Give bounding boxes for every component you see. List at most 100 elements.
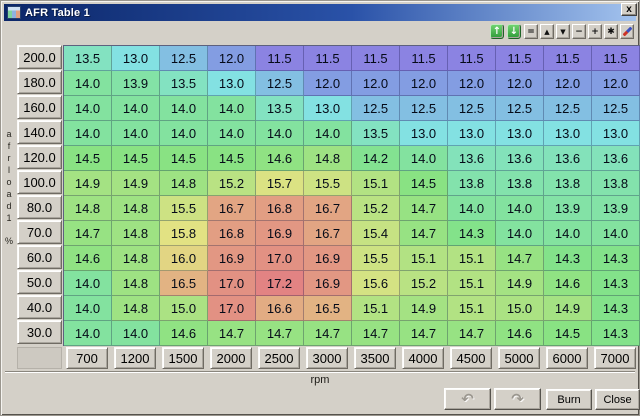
afr-cell[interactable]: 13.6 bbox=[544, 146, 592, 171]
afr-cell[interactable]: 14.6 bbox=[64, 246, 112, 271]
afr-cell[interactable]: 16.5 bbox=[160, 271, 208, 296]
afr-cell[interactable]: 11.5 bbox=[352, 46, 400, 71]
x-axis-button[interactable]: 700 bbox=[66, 347, 108, 369]
afr-cell[interactable]: 13.9 bbox=[592, 196, 640, 221]
afr-cell[interactable]: 15.8 bbox=[160, 221, 208, 246]
afr-cell[interactable]: 15.0 bbox=[160, 296, 208, 321]
x-axis-button[interactable]: 3000 bbox=[306, 347, 348, 369]
multiply-button[interactable]: ✱ bbox=[604, 24, 618, 39]
afr-cell[interactable]: 15.2 bbox=[208, 171, 256, 196]
afr-cell[interactable]: 12.5 bbox=[544, 96, 592, 121]
afr-cell[interactable]: 16.0 bbox=[160, 246, 208, 271]
afr-cell[interactable]: 16.8 bbox=[256, 196, 304, 221]
afr-cell[interactable]: 13.5 bbox=[256, 96, 304, 121]
x-axis-button[interactable]: 2000 bbox=[210, 347, 252, 369]
afr-cell[interactable]: 13.0 bbox=[544, 121, 592, 146]
scale-pencil-button[interactable] bbox=[620, 24, 634, 39]
afr-cell[interactable]: 14.0 bbox=[448, 196, 496, 221]
afr-cell[interactable]: 12.0 bbox=[352, 71, 400, 96]
afr-cell[interactable]: 14.6 bbox=[160, 321, 208, 346]
afr-cell[interactable]: 13.8 bbox=[592, 171, 640, 196]
afr-cell[interactable]: 12.0 bbox=[496, 71, 544, 96]
afr-cell[interactable]: 13.6 bbox=[496, 146, 544, 171]
afr-cell[interactable]: 14.7 bbox=[400, 321, 448, 346]
afr-cell[interactable]: 16.9 bbox=[208, 246, 256, 271]
afr-cell[interactable]: 13.8 bbox=[496, 171, 544, 196]
afr-cell[interactable]: 14.8 bbox=[112, 271, 160, 296]
afr-cell[interactable]: 14.8 bbox=[112, 221, 160, 246]
afr-cell[interactable]: 11.5 bbox=[400, 46, 448, 71]
y-axis-button[interactable]: 160.0 bbox=[17, 95, 62, 119]
afr-cell[interactable]: 13.8 bbox=[448, 171, 496, 196]
afr-cell[interactable]: 14.9 bbox=[400, 296, 448, 321]
afr-cell[interactable]: 12.5 bbox=[592, 96, 640, 121]
afr-cell[interactable]: 14.0 bbox=[64, 96, 112, 121]
afr-cell[interactable]: 14.0 bbox=[544, 221, 592, 246]
y-axis-button[interactable]: 50.0 bbox=[17, 270, 62, 294]
afr-cell[interactable]: 12.0 bbox=[544, 71, 592, 96]
afr-cell[interactable]: 16.9 bbox=[304, 271, 352, 296]
undo-button[interactable]: ↶ bbox=[444, 388, 491, 410]
afr-cell[interactable]: 15.1 bbox=[352, 171, 400, 196]
afr-cell[interactable]: 12.0 bbox=[208, 46, 256, 71]
afr-cell[interactable]: 14.7 bbox=[64, 221, 112, 246]
afr-cell[interactable]: 12.5 bbox=[352, 96, 400, 121]
afr-cell[interactable]: 12.0 bbox=[448, 71, 496, 96]
afr-cell[interactable]: 12.5 bbox=[160, 46, 208, 71]
y-axis-button[interactable]: 60.0 bbox=[17, 245, 62, 269]
afr-cell[interactable]: 14.0 bbox=[112, 96, 160, 121]
y-axis-button[interactable]: 30.0 bbox=[17, 320, 62, 344]
afr-cell[interactable]: 13.0 bbox=[496, 121, 544, 146]
titlebar[interactable]: AFR Table 1 bbox=[4, 4, 636, 21]
afr-cell[interactable]: 14.0 bbox=[64, 271, 112, 296]
afr-cell[interactable]: 14.0 bbox=[592, 221, 640, 246]
afr-cell[interactable]: 12.5 bbox=[400, 96, 448, 121]
afr-cell[interactable]: 12.0 bbox=[304, 71, 352, 96]
afr-cell[interactable]: 14.7 bbox=[256, 321, 304, 346]
increment-cell-button[interactable]: ▲ bbox=[540, 24, 554, 39]
afr-cell[interactable]: 14.0 bbox=[64, 321, 112, 346]
y-axis-button[interactable]: 140.0 bbox=[17, 120, 62, 144]
afr-cell[interactable]: 16.7 bbox=[208, 196, 256, 221]
close-button[interactable]: Close bbox=[595, 389, 640, 410]
x-axis-button[interactable]: 1500 bbox=[162, 347, 204, 369]
afr-cell[interactable]: 15.1 bbox=[448, 271, 496, 296]
afr-cell[interactable]: 15.5 bbox=[352, 246, 400, 271]
x-axis-button[interactable]: 2500 bbox=[258, 347, 300, 369]
afr-cell[interactable]: 16.8 bbox=[208, 221, 256, 246]
afr-cell[interactable]: 14.5 bbox=[544, 321, 592, 346]
afr-cell[interactable]: 14.7 bbox=[400, 221, 448, 246]
afr-cell[interactable]: 14.0 bbox=[112, 121, 160, 146]
afr-cell[interactable]: 13.9 bbox=[112, 71, 160, 96]
afr-cell[interactable]: 13.5 bbox=[352, 121, 400, 146]
afr-cell[interactable]: 14.8 bbox=[160, 171, 208, 196]
afr-cell[interactable]: 11.5 bbox=[592, 46, 640, 71]
afr-cell[interactable]: 14.5 bbox=[208, 146, 256, 171]
afr-cell[interactable]: 13.0 bbox=[592, 121, 640, 146]
subtract-button[interactable]: − bbox=[572, 24, 586, 39]
afr-cell[interactable]: 13.0 bbox=[400, 121, 448, 146]
afr-cell[interactable]: 14.6 bbox=[256, 146, 304, 171]
afr-cell[interactable]: 14.9 bbox=[544, 296, 592, 321]
afr-cell[interactable]: 15.2 bbox=[352, 196, 400, 221]
afr-cell[interactable]: 16.7 bbox=[304, 196, 352, 221]
afr-cell[interactable]: 16.9 bbox=[304, 246, 352, 271]
afr-cell[interactable]: 13.9 bbox=[544, 196, 592, 221]
afr-cell[interactable]: 13.6 bbox=[592, 146, 640, 171]
afr-cell[interactable]: 15.1 bbox=[448, 296, 496, 321]
afr-cell[interactable]: 14.0 bbox=[208, 96, 256, 121]
x-axis-button[interactable]: 4500 bbox=[450, 347, 492, 369]
decrement-cell-button[interactable]: ▼ bbox=[556, 24, 570, 39]
afr-cell[interactable]: 15.2 bbox=[400, 271, 448, 296]
afr-cell[interactable]: 13.6 bbox=[448, 146, 496, 171]
afr-cell[interactable]: 15.0 bbox=[496, 296, 544, 321]
afr-cell[interactable]: 14.3 bbox=[592, 246, 640, 271]
afr-cell[interactable]: 17.0 bbox=[208, 271, 256, 296]
afr-cell[interactable]: 15.5 bbox=[304, 171, 352, 196]
y-axis-button[interactable]: 100.0 bbox=[17, 170, 62, 194]
afr-cell[interactable]: 14.0 bbox=[112, 321, 160, 346]
afr-cell[interactable]: 14.9 bbox=[112, 171, 160, 196]
send-table-up-button[interactable]: ↑ bbox=[490, 24, 504, 39]
y-axis-button[interactable]: 40.0 bbox=[17, 295, 62, 319]
afr-cell[interactable]: 15.1 bbox=[400, 246, 448, 271]
